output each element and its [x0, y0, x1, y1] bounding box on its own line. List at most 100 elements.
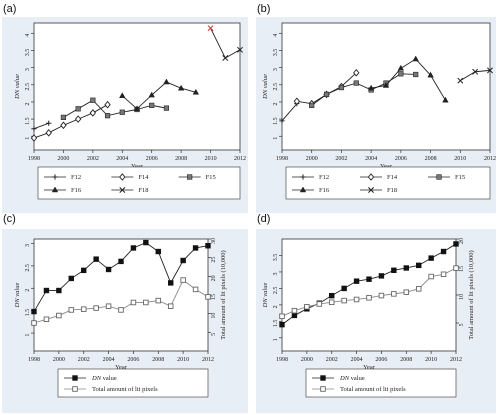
data-point — [427, 71, 434, 78]
series-line-f16 — [121, 81, 196, 110]
legend-marker — [187, 174, 193, 180]
y-tick-label: 3 — [273, 272, 279, 275]
x-tick-label: 2010 — [454, 156, 466, 162]
data-point — [366, 276, 372, 282]
data-point — [93, 256, 99, 262]
data-point — [338, 84, 345, 91]
chart-a: 1 1.5 2 2.5 3 3.5 4 1998 2000 2002 2004 2006 2008 201… — [14, 22, 246, 200]
y2-axis-label: Total amount of lit pixels (10,000) — [468, 250, 475, 339]
y-tick-label: 1 — [25, 334, 31, 337]
data-point — [104, 100, 111, 109]
y-tick-label: 1.5 — [25, 309, 31, 317]
data-point — [143, 299, 149, 306]
y-tick-label: 1.5 — [273, 320, 279, 328]
data-point — [391, 267, 397, 273]
data-point — [31, 308, 37, 315]
x-tick-label: 2000 — [301, 357, 313, 363]
x-tick-label: 2010 — [425, 357, 437, 363]
data-point — [45, 129, 52, 137]
legend-label-value: value — [101, 375, 117, 382]
data-point — [472, 68, 479, 75]
y2-tick-label: 20 — [211, 275, 217, 281]
legend-marker — [119, 173, 126, 181]
legend-label: F16 — [71, 187, 82, 194]
data-point — [413, 71, 419, 78]
y-tick-label: 2 — [25, 289, 31, 292]
panel-label-c: (c) — [3, 213, 16, 225]
y2-tick-label: 15 — [459, 266, 465, 272]
data-point — [309, 102, 315, 108]
data-point — [328, 299, 335, 306]
data-point — [168, 280, 174, 286]
legend-label: Total amount of lit pixels — [340, 386, 406, 393]
legend-marker — [72, 375, 78, 381]
data-point — [416, 262, 422, 269]
legend-marker — [367, 173, 375, 181]
legend-label: DN value — [91, 375, 117, 382]
data-point — [192, 88, 200, 95]
data-point — [366, 295, 372, 301]
data-point — [68, 275, 74, 282]
data-point — [81, 267, 87, 274]
data-point — [119, 109, 125, 115]
series-line-f12 — [33, 122, 49, 130]
data-point — [353, 80, 359, 86]
data-point — [149, 102, 155, 108]
legend-marker — [52, 174, 58, 180]
data-point — [75, 106, 81, 112]
data-point — [341, 285, 347, 292]
x-tick-label: 2000 — [53, 357, 65, 363]
data-point — [291, 312, 298, 319]
data-point — [118, 307, 124, 313]
data-point — [353, 68, 360, 77]
legend-label-dn: DN — [339, 375, 350, 382]
legend-label: F16 — [319, 187, 330, 194]
data-point — [60, 114, 67, 120]
y-axis-label: DN value — [262, 283, 269, 309]
y-tick-label: 2.5 — [25, 264, 31, 272]
x-tick-label: 2000 — [57, 156, 69, 162]
y2-tick-label: 20 — [459, 238, 465, 244]
data-point — [293, 97, 301, 106]
y2-tick-label: 10 — [459, 294, 465, 300]
data-point — [353, 296, 360, 303]
y-tick-label: 1 — [273, 137, 279, 140]
y2-tick-label: 15 — [211, 294, 217, 300]
data-point — [457, 77, 464, 84]
x-tick-label: 2004 — [116, 156, 128, 162]
legend-label: F12 — [71, 174, 81, 181]
y-tick-label: 4 — [273, 34, 279, 37]
y-tick-label: 1.5 — [273, 117, 279, 125]
data-point — [74, 115, 82, 123]
y-tick-label: 3.5 — [273, 49, 279, 57]
data-point — [60, 121, 67, 130]
x-axis-label: Year — [363, 364, 376, 371]
x-tick-label: 2008 — [175, 156, 187, 162]
legend-label: F14 — [387, 174, 398, 181]
x-tick-label: 2002 — [326, 357, 338, 363]
panel-label-b: (b) — [257, 3, 271, 15]
series-line-f16 — [371, 58, 446, 101]
x-tick-label: 2008 — [425, 156, 437, 162]
data-point — [119, 92, 126, 99]
legend-box — [285, 166, 491, 200]
data-point — [440, 248, 447, 255]
data-point — [353, 278, 360, 284]
data-point — [341, 297, 347, 304]
data-point — [428, 255, 434, 261]
data-point — [104, 113, 111, 119]
legend-marker — [51, 186, 59, 193]
x-tick-label: 2006 — [146, 156, 158, 162]
x-tick-label: 2004 — [103, 357, 115, 363]
legend-box — [305, 368, 457, 398]
legend-label: F14 — [138, 174, 149, 181]
x-axis-label: Year — [131, 163, 144, 170]
data-point — [316, 301, 323, 307]
data-point — [279, 313, 285, 320]
data-point — [155, 248, 161, 255]
data-point — [130, 245, 137, 251]
data-point — [105, 303, 112, 309]
x-tick-label: 2010 — [205, 156, 217, 162]
